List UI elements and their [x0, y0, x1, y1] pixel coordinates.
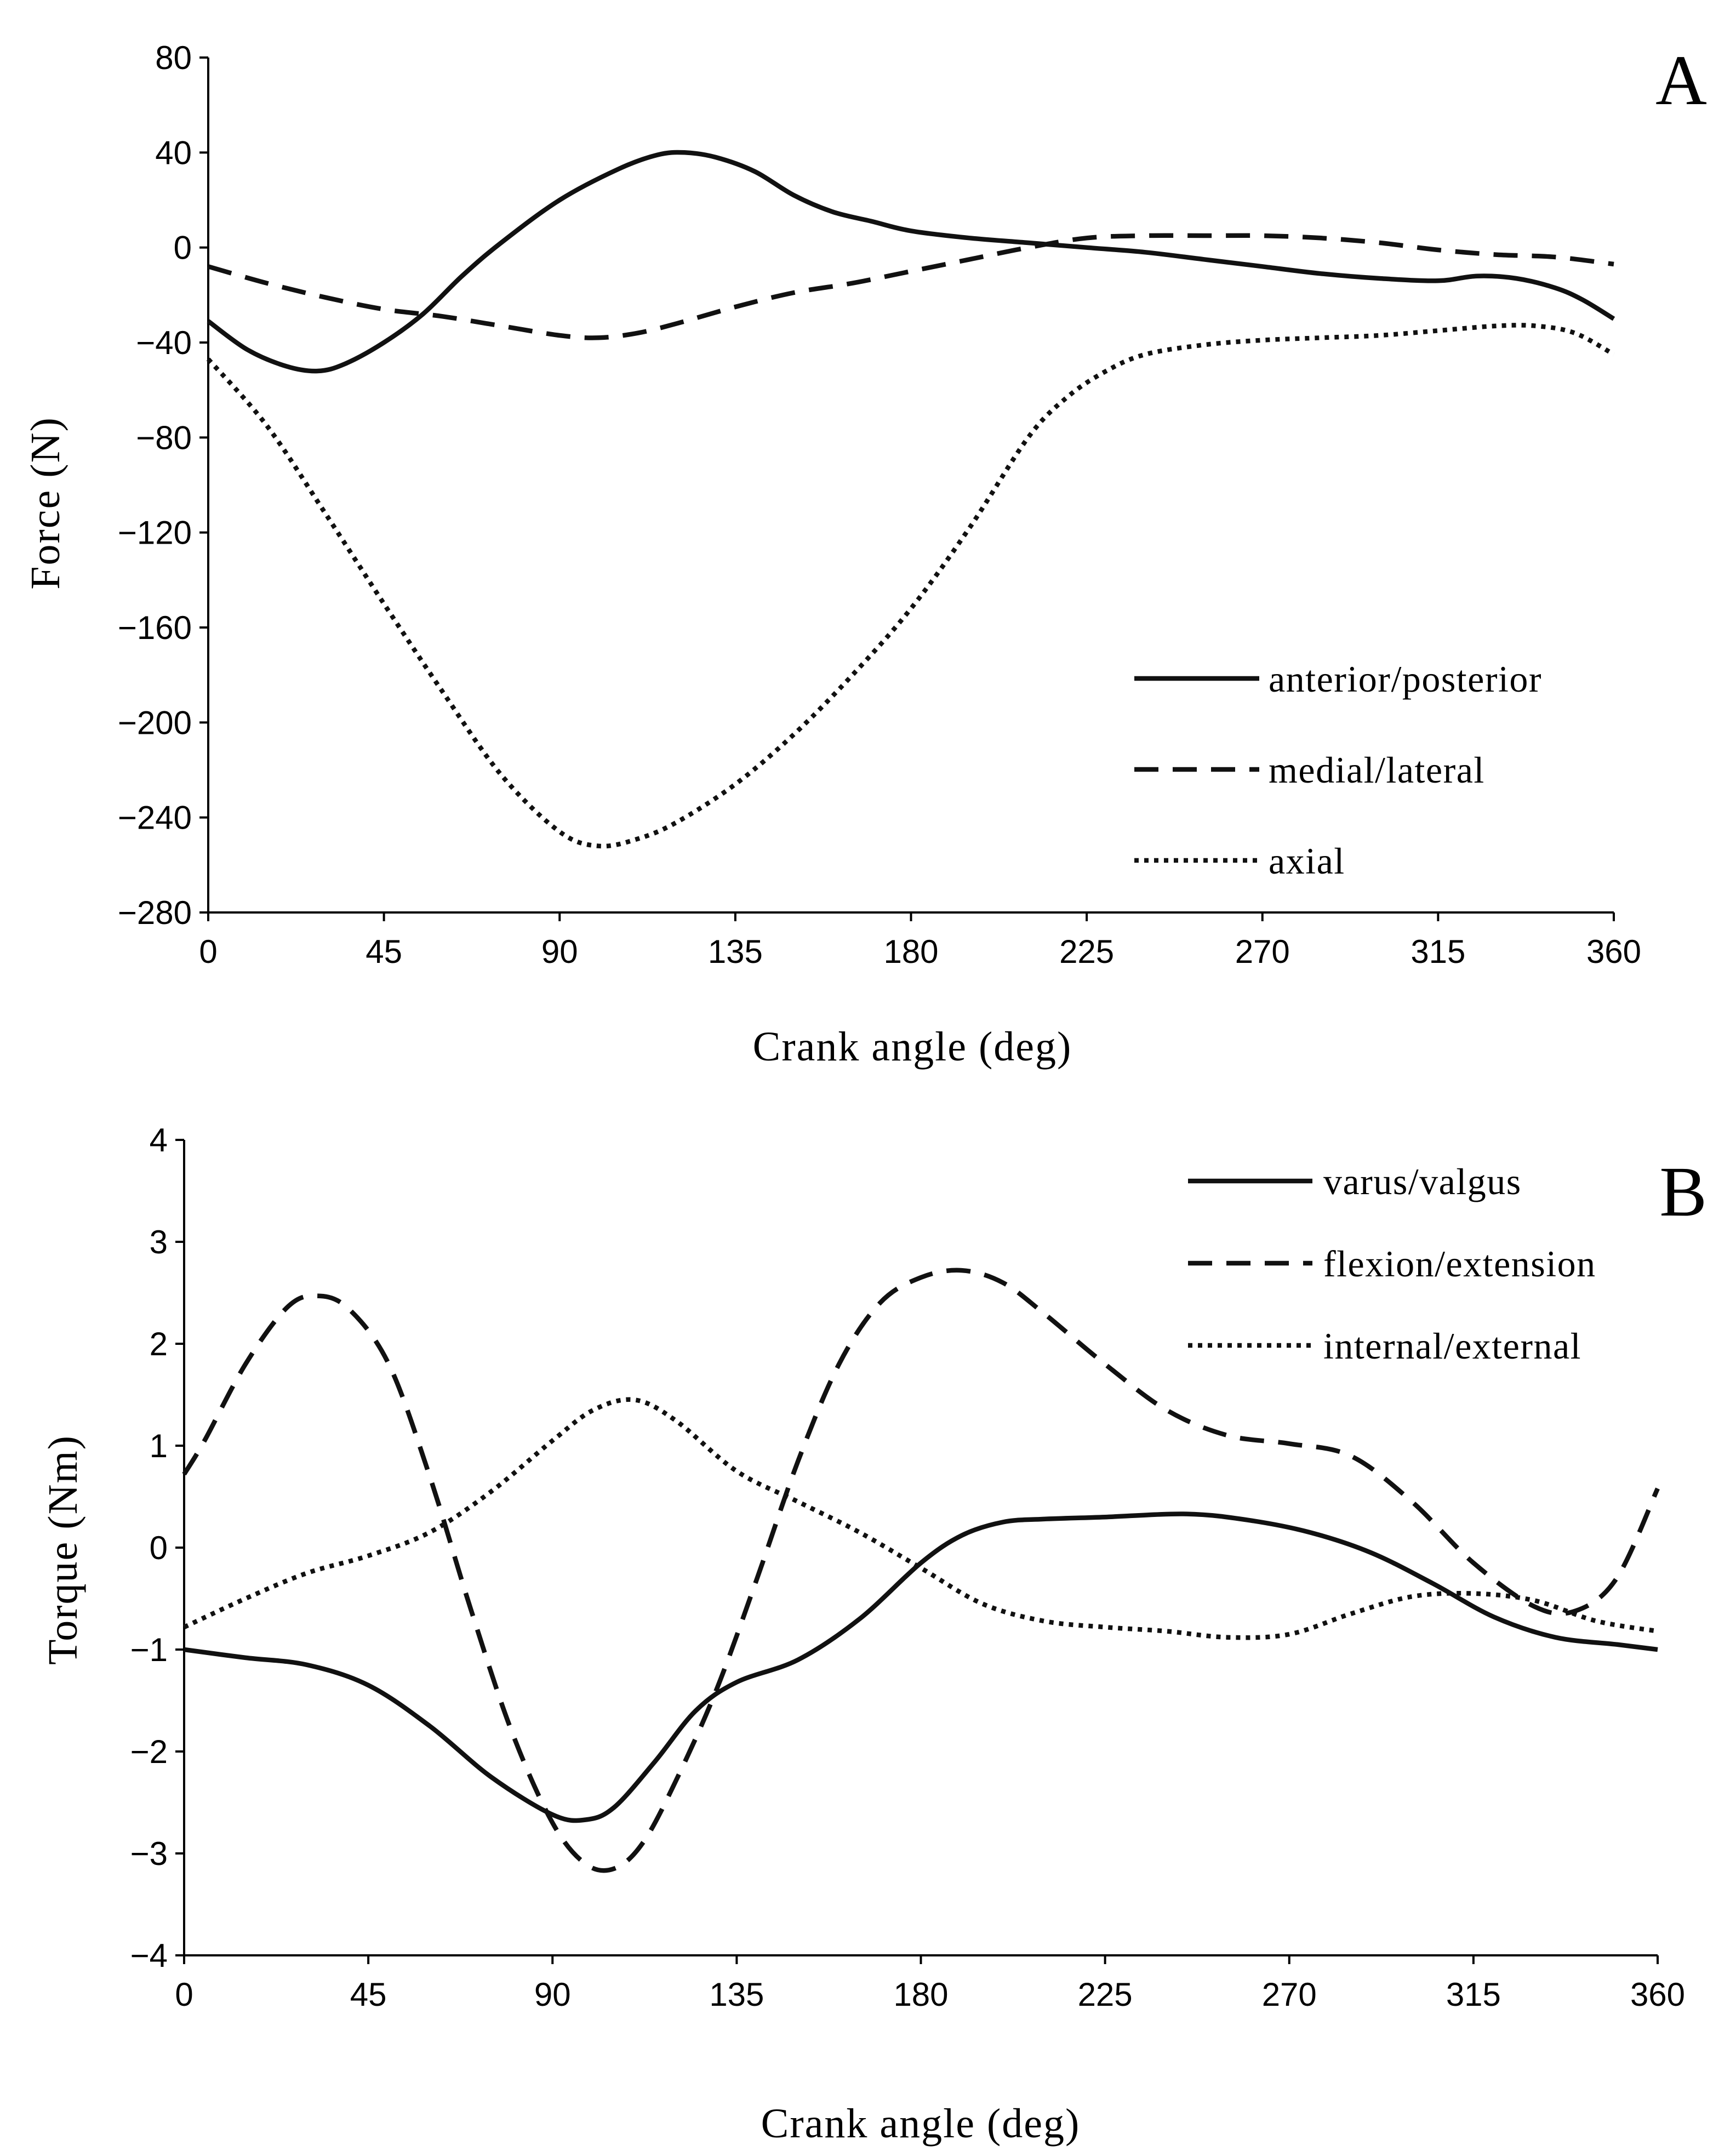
panel-a-y-axis-title: Force (N): [22, 416, 68, 590]
panel-a-y-tick-label: −40: [136, 324, 192, 361]
panel-b-y-tick-label: 2: [150, 1326, 168, 1362]
panel-a-x-axis-title: Crank angle (deg): [753, 1024, 1072, 1070]
legend-label-axial: axial: [1269, 840, 1345, 882]
legend-item-anterior-posterior: anterior/posterior: [1134, 658, 1542, 700]
panel-b-y-tick-label: 1: [150, 1428, 168, 1464]
panel-b-y-tick-label: −3: [130, 1835, 168, 1872]
series-line-internal-external: [183, 1397, 1658, 1640]
legend-label-medial-lateral: medial/lateral: [1269, 749, 1485, 791]
series-line-varus-valgus: [184, 1511, 1658, 1823]
panel-b-series-lines: [182, 1268, 1660, 1873]
panel-b-y-tick-label: −1: [130, 1631, 168, 1668]
panel-a-x-tick-label: 135: [708, 933, 763, 970]
panel-a-x-tick-label: 315: [1410, 933, 1465, 970]
panel-a-y-tick-label: −200: [118, 704, 192, 741]
panel-b-x-tick-label: 315: [1446, 1976, 1501, 2013]
series-line-anterior-posterior: [207, 150, 1615, 374]
panel-b-x-tick-label: 45: [350, 1976, 387, 2013]
panel-b-x-tick-label: 90: [534, 1976, 571, 2013]
panel-a-y-tick-label: −160: [118, 609, 192, 646]
panel-b-legend: varus/valgus flexion/extension internal/…: [1188, 1161, 1596, 1367]
panel-a-legend: anterior/posterior medial/lateral axial: [1134, 658, 1542, 882]
panel-a-x-tick-label: 225: [1059, 933, 1114, 970]
panel-b-x-tick-label: 135: [709, 1976, 764, 2013]
legend-item-varus-valgus: varus/valgus: [1188, 1161, 1522, 1202]
panel-a-x-tick-label: 90: [541, 933, 578, 970]
panel-a-y-tick-label: −240: [118, 800, 192, 836]
legend-label-internal-external: internal/external: [1323, 1325, 1581, 1367]
panel-a-x-tick-label: 360: [1586, 933, 1641, 970]
panel-a-label: A: [1655, 41, 1707, 120]
series-line-medial-lateral: [207, 233, 1614, 340]
panel-a-y-tick-label: 40: [155, 134, 192, 171]
panel-b-y-tick-label: −2: [130, 1733, 168, 1770]
panel-b-y-tick-label: 3: [150, 1224, 168, 1260]
legend-label-anterior-posterior: anterior/posterior: [1269, 658, 1542, 700]
panel-a-y-tick-label: 0: [174, 230, 192, 266]
panel-a-x-tick-label: 0: [199, 933, 217, 970]
legend-item-internal-external: internal/external: [1188, 1325, 1581, 1367]
panel-a-x-tick-label: 45: [366, 933, 402, 970]
panel-a-y-tick-label: 80: [155, 39, 192, 76]
series-line-flexion-extension: [182, 1268, 1660, 1873]
legend-label-flexion-extension: flexion/extension: [1323, 1243, 1596, 1285]
panel-b-x-tick-label: 0: [175, 1976, 193, 2013]
panel-a-series-lines: [206, 150, 1615, 849]
panel-a-y-tick-label: −120: [118, 515, 192, 551]
panel-a-y-tick-label: −280: [118, 894, 192, 931]
panel-b-x-tick-label: 225: [1078, 1976, 1133, 2013]
panel-a-y-tick-label: −80: [136, 419, 192, 456]
panel-b-x-axis-title: Crank angle (deg): [761, 2101, 1081, 2147]
panel-a-x-tick-label: 270: [1235, 933, 1290, 970]
legend-item-flexion-extension: flexion/extension: [1188, 1243, 1596, 1285]
legend-label-varus-valgus: varus/valgus: [1323, 1161, 1522, 1202]
panel-b-x-tick-label: 270: [1262, 1976, 1317, 2013]
legend-item-medial-lateral: medial/lateral: [1134, 749, 1485, 791]
panel-b-y-axis-title: Torque (Nm): [40, 1435, 86, 1665]
panel-b-label: B: [1659, 1152, 1707, 1231]
panel-b-y-tick-label: 4: [150, 1122, 168, 1159]
panel-b-y-tick-label: −4: [130, 1937, 168, 1974]
panel-a-x-tick-label: 180: [883, 933, 938, 970]
panel-b-y-tick-label: 0: [150, 1530, 168, 1566]
legend-item-axial: axial: [1134, 840, 1345, 882]
panel-b-x-tick-label: 180: [893, 1976, 948, 2013]
panel-b-x-tick-label: 360: [1630, 1976, 1685, 2013]
